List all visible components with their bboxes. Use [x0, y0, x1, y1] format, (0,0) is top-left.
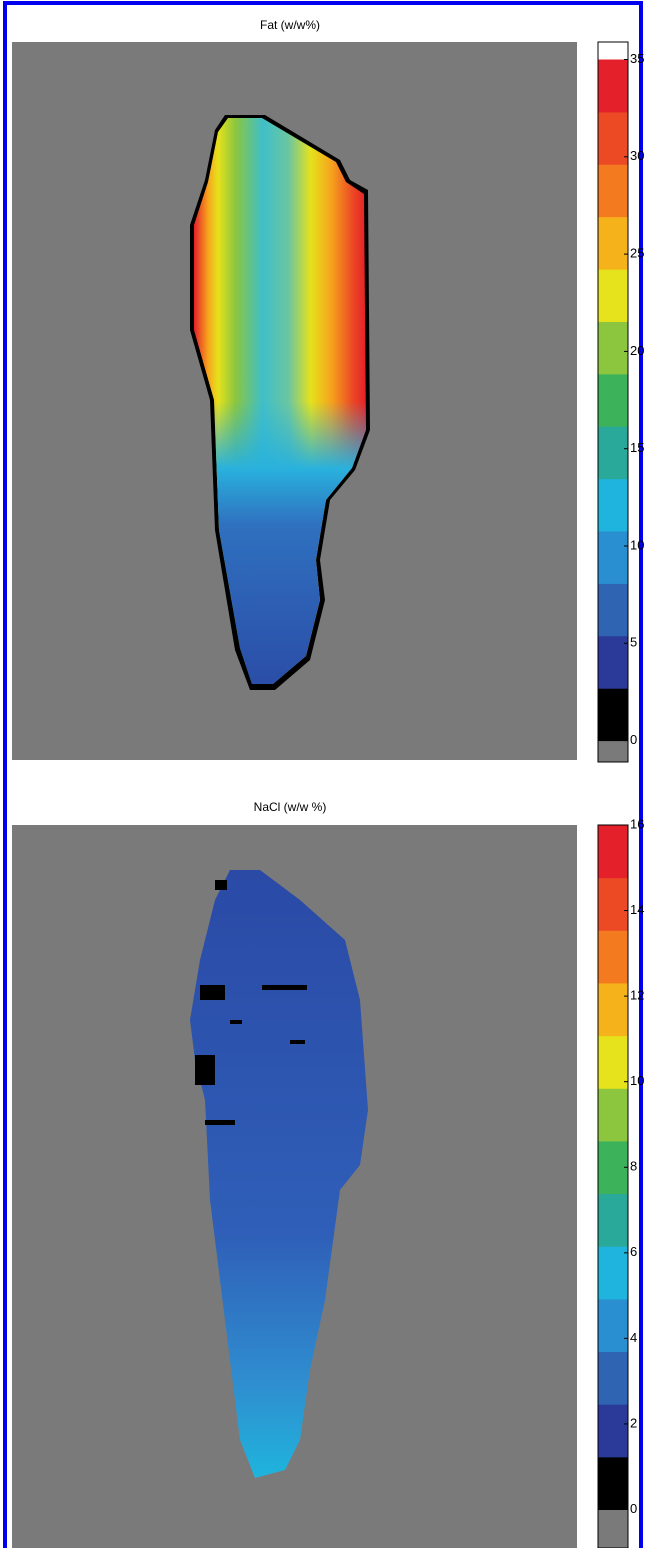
chart-title: Fat (w/w%) [260, 18, 320, 32]
colorbar-band [598, 1194, 628, 1247]
colorbar-band [598, 1141, 628, 1194]
colorbar-tick-label: 20 [630, 343, 644, 358]
page: {"chart_data": [ {"type": "heatmap", "ti… [0, 0, 645, 1548]
colorbar-band [598, 983, 628, 1036]
colorbar-band [598, 531, 628, 584]
colorbar-band [598, 878, 628, 931]
colorbar-tick-label: 8 [630, 1159, 637, 1174]
colorbar-band [598, 1457, 628, 1510]
colorbar-tick-label: 0 [630, 1501, 637, 1516]
colorbar-band [598, 164, 628, 217]
colorbar-under [598, 741, 628, 762]
colorbar-band [598, 60, 628, 113]
colorbar-tick-label: 15 [630, 440, 644, 455]
colorbar-band [598, 321, 628, 374]
colorbar-tick-label: 10 [630, 537, 644, 552]
colorbar-band [598, 1246, 628, 1299]
colorbar-band [598, 1404, 628, 1457]
colorbar-under [598, 1509, 628, 1548]
colorbar-tick-label: 0 [630, 732, 637, 747]
colorbar-tick-label: 30 [630, 148, 644, 163]
colorbar-over [598, 42, 628, 60]
colorbar-tick-label: 4 [630, 1330, 637, 1345]
colorbar-band [598, 825, 628, 878]
colorbar-band [598, 269, 628, 322]
colorbar-band [598, 374, 628, 427]
colorbar-tick-label: 6 [630, 1244, 637, 1259]
colorbar-tick-label: 35 [630, 51, 644, 66]
colorbar-band [598, 1352, 628, 1405]
colorbar-band [598, 1088, 628, 1141]
colorbar-tick-label: 2 [630, 1415, 637, 1430]
colorbar-band [598, 1299, 628, 1352]
figure: Fat (w/w%) NaCl (w/w %) 0 5 10 15 20 25 30 35 0 2… [0, 0, 645, 1548]
colorbar-band [598, 479, 628, 532]
colorbar-band [598, 112, 628, 165]
colorbar-tick-label: 25 [630, 246, 644, 261]
colorbar-tick-label: 5 [630, 635, 637, 650]
colorbar-band [598, 426, 628, 479]
colorbar-tick-label: 10 [630, 1073, 644, 1088]
colorbar-band [598, 217, 628, 270]
colorbar-band [598, 930, 628, 983]
colorbar-band [598, 1036, 628, 1089]
colorbar-band [598, 583, 628, 636]
colorbar-band [598, 688, 628, 741]
colorbar-tick-label: 14 [630, 902, 644, 917]
colorbar-band [598, 636, 628, 689]
chart-title: NaCl (w/w %) [254, 800, 327, 814]
colorbar-tick-label: 16 [630, 816, 644, 831]
colorbar-tick-label: 12 [630, 988, 644, 1003]
